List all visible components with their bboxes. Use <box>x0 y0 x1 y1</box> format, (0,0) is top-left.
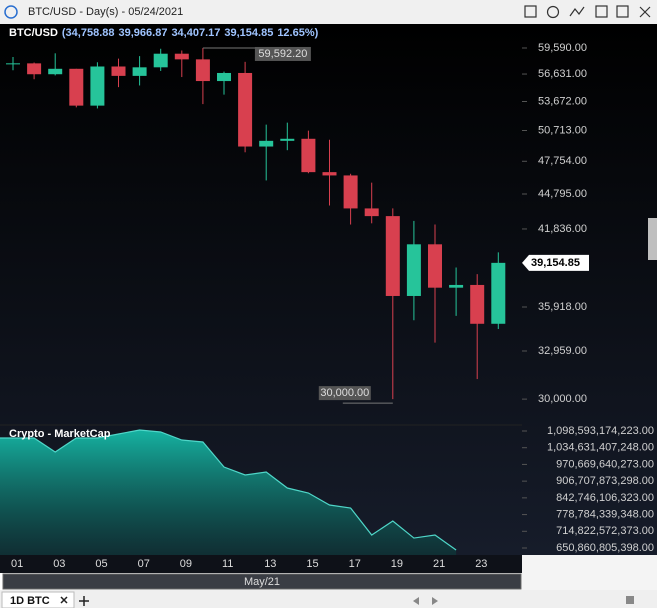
legend-value: 39,966.87 <box>119 27 168 39</box>
x-tick-label: 21 <box>433 558 445 570</box>
area-fill <box>0 429 457 555</box>
y-tick-label: 47,754.00 <box>538 155 587 167</box>
candle-body <box>301 138 316 173</box>
y-tick-label: 30,000.00 <box>538 393 587 405</box>
legend-value: (34,758.88 <box>62 27 115 39</box>
period-bar <box>2 573 522 590</box>
high-marker-box <box>254 46 311 61</box>
y-tick-label: 32,959.00 <box>538 345 587 357</box>
y-tick-label: 53,672.00 <box>538 95 587 107</box>
candle-body <box>69 68 84 106</box>
y-tick-label: 44,795.00 <box>538 188 587 200</box>
candle-body <box>428 244 442 288</box>
candle-body <box>27 63 42 75</box>
x-tick-label: 23 <box>475 558 487 570</box>
tab-label[interactable]: 1D BTC <box>10 595 50 607</box>
side-tab[interactable] <box>648 218 657 260</box>
y-tick-label: 778,784,339,348.00 <box>556 508 654 520</box>
legend-value: 39,154.85 <box>224 27 273 39</box>
tab-bar <box>0 590 657 608</box>
last-price-label: 39,154.85 <box>531 257 580 269</box>
toolbar-icons[interactable] <box>524 5 651 19</box>
y-tick-label: 59,590.00 <box>538 42 587 54</box>
candle-body <box>364 208 379 217</box>
x-tick-label: 05 <box>95 558 107 570</box>
x-tick-label: 01 <box>11 558 23 570</box>
candle-body <box>6 63 20 65</box>
candle-body <box>195 59 210 82</box>
y-tick-label: 714,822,572,373.00 <box>556 525 654 537</box>
corner <box>522 555 657 590</box>
legend-value: 34,407.17 <box>171 27 220 39</box>
candle-body <box>174 53 189 60</box>
x-tick-label: 19 <box>391 558 403 570</box>
candle-body <box>343 175 358 209</box>
clock-icon[interactable] <box>4 5 18 19</box>
high-marker-label: 59,592.20 <box>258 48 307 60</box>
candle-body <box>280 138 295 141</box>
x-axis-bar <box>0 555 522 573</box>
y-tick-label: 970,669,640,273.00 <box>556 458 654 470</box>
candle-body <box>111 66 126 76</box>
y-tick-label: 1,098,593,174,223.00 <box>547 425 654 437</box>
candle-body <box>238 72 253 147</box>
candle-body <box>491 262 506 324</box>
y-tick-label: 50,713.00 <box>538 124 587 136</box>
tab-controls[interactable] <box>60 596 89 606</box>
y-tick-label: 842,746,106,323.00 <box>556 492 654 504</box>
candle-body <box>153 53 168 68</box>
candle-body <box>470 284 485 324</box>
y-tick-label: 906,707,873,298.00 <box>556 475 654 487</box>
y-tick-label: 1,034,631,407,248.00 <box>547 442 654 454</box>
x-axis-label: May/21 <box>244 576 280 588</box>
x-tick-label: 09 <box>180 558 192 570</box>
x-tick-label: 11 <box>222 558 233 570</box>
x-tick-label: 03 <box>53 558 65 570</box>
tab[interactable] <box>1 591 75 608</box>
candle-body <box>385 216 400 296</box>
x-tick-label: 17 <box>349 558 361 570</box>
x-tick-label: 13 <box>264 558 276 570</box>
x-tick-label: 15 <box>306 558 318 570</box>
candle-body <box>48 68 63 75</box>
low-marker-label: 30,000.00 <box>320 387 369 399</box>
candle-body <box>217 72 231 82</box>
pane-title: Crypto - MarketCap <box>9 428 111 440</box>
candle-body <box>132 67 147 76</box>
candle-body <box>322 172 337 176</box>
y-tick-label: 650,860,805,398.00 <box>556 542 654 554</box>
candle-body <box>259 140 274 147</box>
candle-body <box>90 66 105 106</box>
legend-symbol: BTC/USD <box>9 27 58 39</box>
toolbar-title: BTC/USD - Day(s) - 05/24/2021 <box>28 6 183 18</box>
area-line <box>0 429 457 551</box>
x-tick-label: 07 <box>138 558 150 570</box>
legend: BTC/USD (34,758.88 39,966.87 34,407.17 39,15… <box>9 27 319 39</box>
legend-value: 12.65%) <box>277 27 318 39</box>
candle-body <box>449 284 464 288</box>
y-tick-label: 41,836.00 <box>538 223 587 235</box>
last-price-tag <box>522 254 589 271</box>
candle-body <box>406 244 421 296</box>
y-tick-label: 35,918.00 <box>538 301 587 313</box>
y-tick-label: 56,631.00 <box>538 68 587 80</box>
low-marker-box <box>318 386 371 401</box>
